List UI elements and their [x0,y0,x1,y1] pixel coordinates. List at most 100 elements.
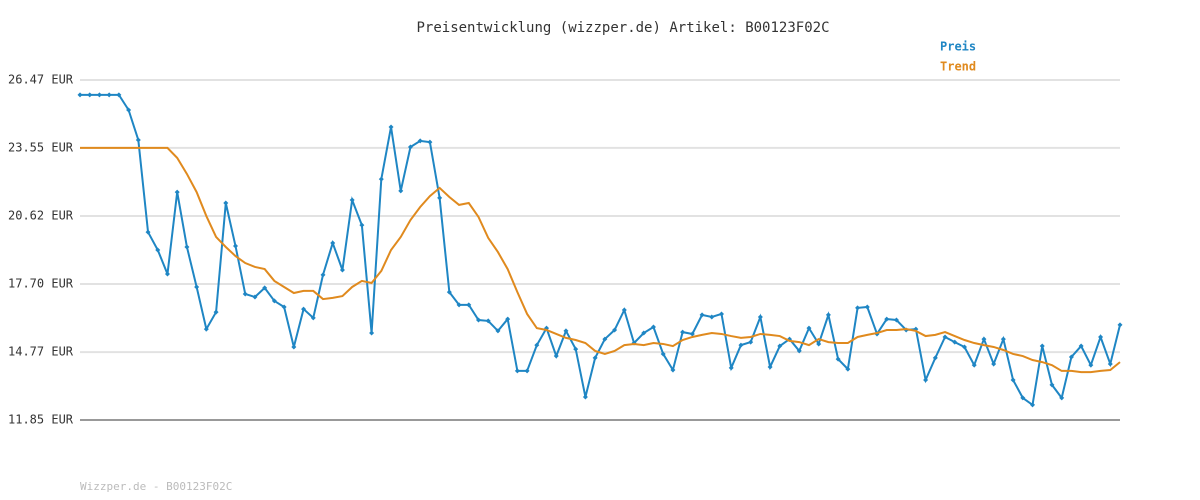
data-point [553,353,559,359]
data-point [641,330,647,336]
data-point [466,302,472,308]
data-point [893,317,899,323]
data-point [825,312,831,318]
data-point [407,144,413,150]
data-point [184,244,190,250]
data-point [563,328,569,334]
y-tick-label: 11.85 EUR [8,413,74,427]
data-point [203,326,209,332]
data-point [670,367,676,373]
data-point [271,298,277,304]
data-point [135,137,141,143]
data-point [1000,336,1006,342]
data-point [291,344,297,350]
data-point [855,305,861,311]
data-point [514,368,520,374]
data-point [680,329,686,335]
data-point [524,368,530,374]
data-point [446,289,452,295]
data-point [777,343,783,349]
data-point [582,394,588,400]
legend-label: Trend [940,60,976,74]
data-point [1117,322,1123,328]
data-point [155,247,161,253]
y-tick-label: 20.62 EUR [8,209,74,223]
data-point [242,291,248,297]
data-point [748,339,754,345]
data-point [835,356,841,362]
data-point [1030,402,1036,408]
y-tick-label: 23.55 EUR [8,140,74,154]
data-point [126,107,132,113]
y-tick-label: 26.47 EUR [8,73,74,87]
data-point [952,339,958,345]
data-point [932,355,938,361]
data-point [77,92,83,98]
data-point [116,92,122,98]
data-point [388,124,394,130]
data-point [738,342,744,348]
data-point [262,285,268,291]
series-line [80,146,1121,374]
data-point [534,342,540,348]
data-point [728,365,734,371]
data-point [699,312,705,318]
data-point [339,267,345,273]
data-point [1010,377,1016,383]
data-point [650,324,656,330]
data-point [164,271,170,277]
data-point [718,311,724,317]
data-point [106,92,112,98]
data-point [757,314,763,320]
data-point [174,189,180,195]
series-line [80,93,1121,407]
data-point [1107,361,1113,367]
data-point [252,294,258,300]
data-point [621,307,627,313]
data-point [417,138,423,144]
data-point [991,361,997,367]
data-point [281,304,287,310]
data-point [816,341,822,347]
data-point [961,344,967,350]
data-point [456,302,462,308]
data-point [427,139,433,145]
data-point [884,316,890,322]
footer: Wizzper.de - B00123F02C [80,480,232,493]
data-point [505,316,511,322]
data-point [194,284,200,290]
legend-label: Preis [940,40,976,54]
data-point [864,304,870,310]
chart-title: Preisentwicklung (wizzper.de) Artikel: B… [416,20,829,36]
data-point [1098,334,1104,340]
data-point [942,334,948,340]
data-point [233,243,239,249]
data-point [330,240,336,246]
data-point [806,325,812,331]
data-point [1059,395,1065,401]
data-point [145,229,151,235]
data-point [923,377,929,383]
data-point [971,362,977,368]
data-point [437,195,443,201]
data-point [301,306,307,312]
data-point [1068,354,1074,360]
y-tick-label: 14.77 EUR [8,345,74,359]
data-point [981,336,987,342]
data-point [660,351,666,357]
data-point [573,346,579,352]
data-point [310,315,316,321]
data-point [369,330,375,336]
data-point [612,327,618,333]
data-point [1088,362,1094,368]
data-point [1049,382,1055,388]
data-point [495,328,501,334]
data-point [223,200,229,206]
data-point [1020,395,1026,401]
data-point [476,317,482,323]
data-point [213,309,219,315]
data-point [602,336,608,342]
data-point [592,355,598,361]
data-point [1039,343,1045,349]
